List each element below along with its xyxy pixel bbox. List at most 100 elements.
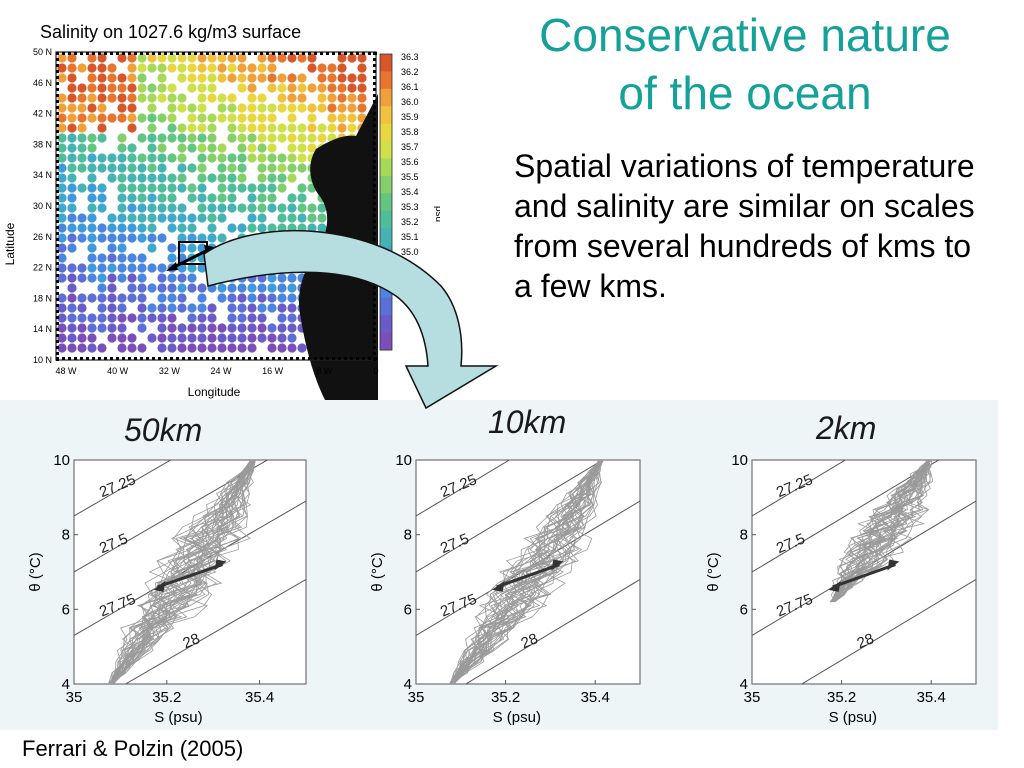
salinity-dot bbox=[147, 173, 157, 183]
salinity-dot bbox=[237, 323, 247, 333]
salinity-dot bbox=[87, 143, 97, 153]
salinity-dot bbox=[267, 153, 277, 163]
arrow-head-right bbox=[887, 559, 900, 571]
salinity-dot bbox=[327, 93, 337, 103]
salinity-dot bbox=[97, 123, 107, 133]
salinity-dot bbox=[207, 53, 217, 63]
salinity-dot bbox=[107, 113, 117, 123]
salinity-dot bbox=[57, 233, 67, 243]
salinity-dot bbox=[157, 63, 167, 73]
salinity-dot bbox=[167, 343, 177, 353]
colorbar-tick-label: 36.3 bbox=[401, 52, 419, 62]
ts-profile-line bbox=[453, 460, 604, 684]
salinity-dot bbox=[247, 323, 257, 333]
salinity-dot bbox=[127, 273, 137, 283]
salinity-dot bbox=[117, 133, 127, 143]
salinity-dot bbox=[137, 203, 147, 213]
salinity-dot bbox=[187, 83, 197, 93]
salinity-dot bbox=[317, 73, 327, 83]
ts-profile-line bbox=[449, 460, 604, 684]
salinity-dot bbox=[97, 83, 107, 93]
salinity-dot bbox=[207, 113, 217, 123]
ts-profile-line bbox=[108, 460, 251, 684]
salinity-dot bbox=[57, 133, 67, 143]
isopycnal-line bbox=[752, 460, 847, 517]
y-tick-label: 8 bbox=[740, 527, 748, 544]
salinity-dot bbox=[187, 103, 197, 113]
salinity-dot bbox=[137, 233, 147, 243]
salinity-map: 50 N 46 N 42 N 38 N 34 N 30 N 26 N 22 N 18 N 14 N… bbox=[3, 47, 440, 400]
salinity-dot bbox=[257, 213, 267, 223]
salinity-dot bbox=[117, 243, 127, 253]
salinity-dot bbox=[67, 103, 77, 113]
isopycnal-line bbox=[464, 579, 640, 684]
colorbar-swatch bbox=[380, 71, 392, 90]
salinity-dot bbox=[57, 123, 67, 133]
salinity-dot bbox=[87, 113, 97, 123]
salinity-dot bbox=[207, 223, 217, 233]
salinity-dot bbox=[277, 303, 287, 313]
salinity-dot bbox=[177, 293, 187, 303]
salinity-dot bbox=[157, 273, 167, 283]
salinity-dot bbox=[137, 313, 147, 323]
salinity-dot bbox=[277, 83, 287, 93]
salinity-dot bbox=[107, 213, 117, 223]
salinity-dot bbox=[67, 63, 77, 73]
salinity-dot bbox=[187, 333, 197, 343]
salinity-dot bbox=[197, 153, 207, 163]
salinity-dot bbox=[177, 163, 187, 173]
salinity-dot bbox=[117, 333, 127, 343]
salinity-dot bbox=[127, 223, 137, 233]
salinity-dot bbox=[157, 173, 167, 183]
colorbar-swatch bbox=[380, 175, 392, 194]
salinity-dot bbox=[97, 163, 107, 173]
salinity-dot bbox=[107, 93, 117, 103]
salinity-dot bbox=[87, 273, 97, 283]
salinity-dot bbox=[277, 213, 287, 223]
salinity-dot bbox=[87, 233, 97, 243]
salinity-dot bbox=[77, 163, 87, 173]
salinity-dot bbox=[187, 53, 197, 63]
salinity-dot bbox=[177, 233, 187, 243]
salinity-dot bbox=[187, 323, 197, 333]
salinity-dot bbox=[297, 93, 307, 103]
salinity-dot bbox=[357, 93, 367, 103]
salinity-dot bbox=[147, 203, 157, 213]
salinity-dot bbox=[137, 153, 147, 163]
salinity-dot bbox=[67, 93, 77, 103]
scale-label-50km: 50km bbox=[124, 412, 203, 448]
salinity-dot bbox=[147, 113, 157, 123]
salinity-dot bbox=[217, 213, 227, 223]
colorbar-swatch bbox=[380, 54, 392, 72]
colorbar-swatch bbox=[380, 228, 392, 247]
salinity-dot bbox=[227, 113, 237, 123]
colorbar-swatch bbox=[380, 332, 392, 351]
salinity-dot bbox=[157, 93, 167, 103]
salinity-dot bbox=[127, 103, 137, 113]
salinity-dot bbox=[127, 53, 137, 63]
lat-tick-label: 46 N bbox=[33, 78, 52, 88]
salinity-dot bbox=[157, 203, 167, 213]
salinity-dot bbox=[287, 83, 297, 93]
salinity-dot bbox=[187, 193, 197, 203]
salinity-dot bbox=[257, 313, 267, 323]
salinity-dot bbox=[167, 83, 177, 93]
latitude-label: Latitude bbox=[3, 222, 17, 265]
salinity-dot bbox=[267, 173, 277, 183]
salinity-dot bbox=[197, 203, 207, 213]
salinity-dot bbox=[187, 63, 197, 73]
salinity-dot bbox=[287, 193, 297, 203]
salinity-dot bbox=[57, 93, 67, 103]
salinity-dot bbox=[217, 203, 227, 213]
salinity-dot bbox=[167, 103, 177, 113]
salinity-dot bbox=[97, 273, 107, 283]
salinity-dot bbox=[247, 203, 257, 213]
ts-profile-line bbox=[832, 460, 929, 603]
salinity-dot bbox=[247, 293, 257, 303]
salinity-dot bbox=[67, 283, 77, 293]
salinity-dot bbox=[277, 323, 287, 333]
salinity-dot bbox=[297, 143, 307, 153]
salinity-dot bbox=[317, 203, 327, 213]
salinity-dot bbox=[147, 263, 157, 273]
salinity-dot bbox=[267, 143, 277, 153]
